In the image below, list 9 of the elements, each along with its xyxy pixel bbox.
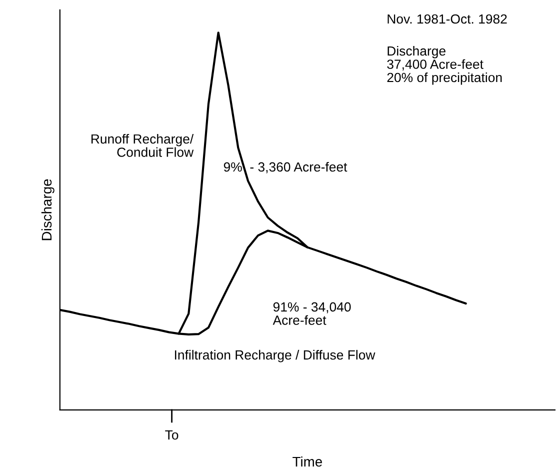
annotation: Infiltration Recharge / Diffuse Flow <box>175 350 376 362</box>
x-axis-title: Time <box>292 456 322 467</box>
annotation: 91% - 34,040 Acre-feet <box>272 302 351 325</box>
annotation: 9% - 3,360 Acre-feet <box>224 162 348 174</box>
annotation: Discharge 37,400 Acre-feet 20% of precipitation <box>387 46 502 85</box>
text: To <box>165 430 178 440</box>
y-axis-title: Discharge <box>41 179 54 240</box>
annotation: Runoff Recharge/ Conduit Flow <box>91 134 194 157</box>
text: Nov. 1981-Oct. 1982 <box>388 14 507 24</box>
